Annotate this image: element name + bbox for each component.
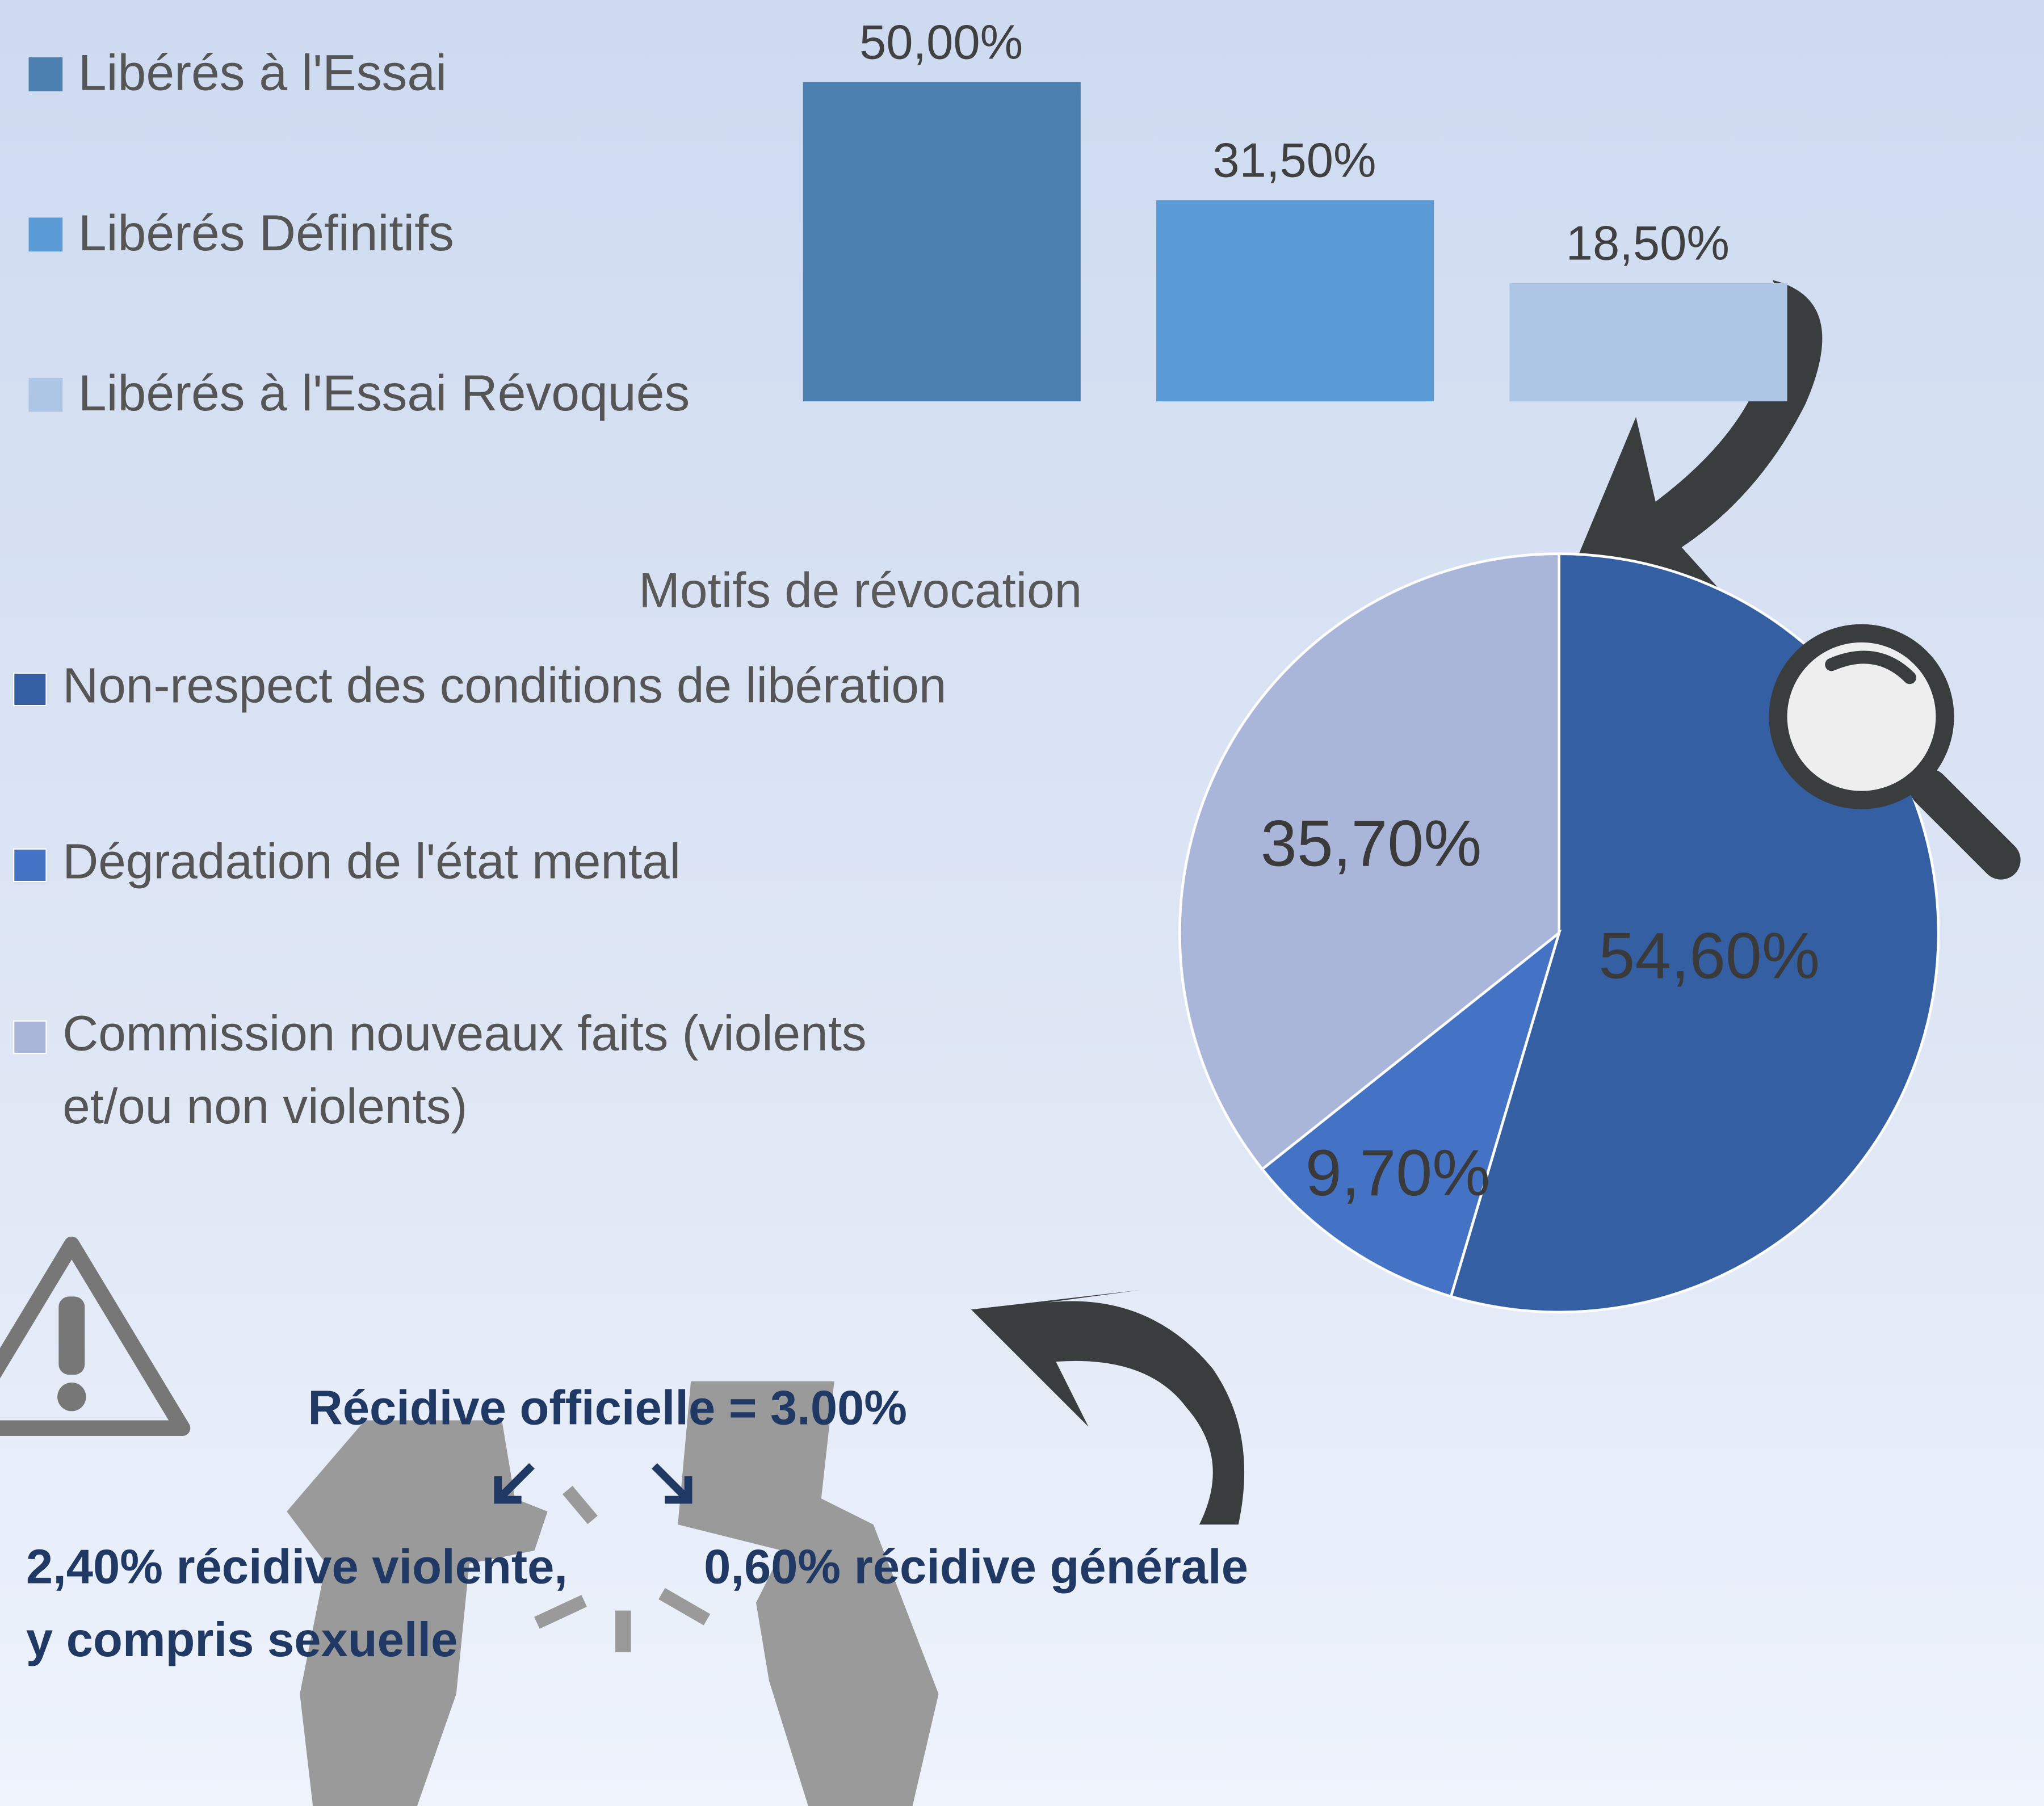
recidive-left-1: 2,40% récidive violente, [26,1531,568,1605]
magnifier-icon [1778,633,2001,860]
legend-swatch [13,849,47,883]
legend-swatch [29,217,63,251]
legend-label: Non-respect des conditions de libération [62,650,975,724]
legend-label: Libérés à l'Essai [78,38,447,111]
legend-label: Commission nouveaux faits (violents et/o… [62,998,975,1144]
legend-label: Dégradation de l'état mental [62,826,975,900]
recidive-title: Récidive officielle = 3.00% [0,1372,1215,1445]
legend-swatch [13,1020,47,1055]
legend-swatch [29,57,63,91]
page: 50,00%31,50%18,50%Motifs de révocation54… [0,0,2044,1806]
legend-label: Libérés Définitifs [78,198,454,271]
recidive-right: 0,60% récidive générale [704,1531,1248,1605]
legend-label: Libérés à l'Essai Révoqués [78,358,690,431]
recidive-left-2: y compris sexuelle [26,1604,458,1677]
legend-swatch [29,378,63,412]
legend-swatch [13,673,47,707]
infographic: 50,00%31,50%18,50%Motifs de révocation54… [0,0,2044,1806]
